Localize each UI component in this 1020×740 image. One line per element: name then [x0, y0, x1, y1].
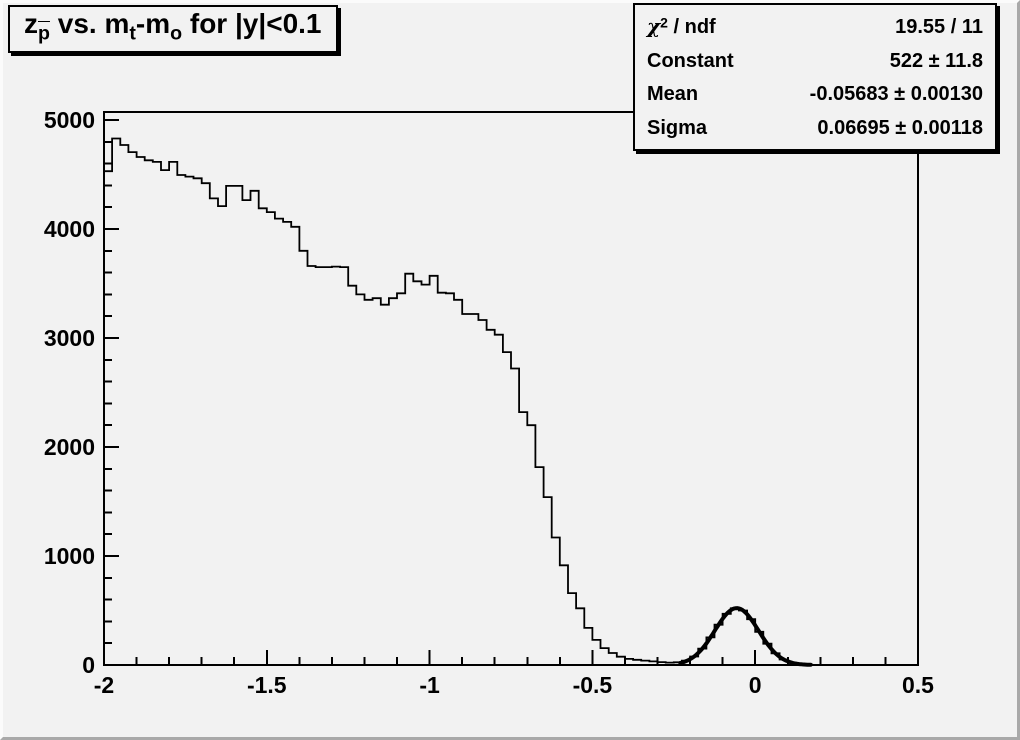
stats-label: Mean — [647, 83, 699, 106]
stats-row-2: Mean -0.05683 ± 0.00130 — [647, 83, 983, 106]
gaussian-fit-path — [678, 606, 813, 667]
title-mid2: -m — [135, 8, 171, 39]
gaussian-fit-curve — [678, 606, 813, 667]
title-box: zp vs. mt-mo for |y|<0.1 — [8, 5, 338, 54]
stats-label: χ2 / ndf — [647, 14, 716, 39]
histogram-line — [104, 137, 918, 666]
stats-value: 0.06695 ± 0.00118 — [817, 116, 983, 139]
title-z: z — [24, 8, 38, 39]
histogram-step-path — [104, 137, 918, 666]
stats-label: Constant — [647, 49, 734, 72]
x-axis-label: 0.5 — [902, 672, 934, 698]
stats-value: 19.55 / 11 — [895, 16, 983, 39]
y-axis-label: 4000 — [44, 216, 95, 242]
y-axis-label: 5000 — [44, 107, 95, 133]
plot-frame — [103, 111, 919, 666]
stats-label: Sigma — [647, 116, 708, 139]
frame-rect — [103, 111, 919, 666]
axis-labels: 0 1000 2000 3000 4000 5000 -2 -1.5 -1 -0.5 0 0.5 — [44, 107, 934, 698]
x-axis-label: -1 — [419, 672, 440, 698]
y-axis-label: 1000 — [44, 543, 95, 569]
x-axis-label: 0 — [749, 672, 762, 698]
x-axis-label: -2 — [94, 672, 114, 698]
title-pbar-subscript: p — [38, 22, 50, 45]
title-t-subscript: t — [129, 22, 136, 45]
stats-value: -0.05683 ± 0.00130 — [809, 83, 983, 106]
x-axis-label: -1.5 — [247, 672, 287, 698]
y-axis-label: 3000 — [44, 325, 95, 351]
stats-box: χ2 / ndf 19.55 / 11 Constant 522 ± 11.8 Mean… — [633, 3, 997, 151]
title-o-subscript: o — [170, 22, 183, 45]
title-mid1: vs. m — [49, 8, 130, 39]
x-axis-label: -0.5 — [573, 672, 613, 698]
stats-row-1: Constant 522 ± 11.8 — [647, 50, 983, 73]
stats-value: 522 ± 11.8 — [889, 49, 983, 72]
y-axis-label: 2000 — [44, 434, 95, 460]
y-axis-label: 0 — [82, 652, 95, 678]
stats-row-3: Sigma 0.06695 ± 0.00118 — [647, 117, 983, 140]
stats-row-0: χ2 / ndf 19.55 / 11 — [647, 14, 983, 39]
title-tail: for |y|<0.1 — [182, 8, 322, 39]
